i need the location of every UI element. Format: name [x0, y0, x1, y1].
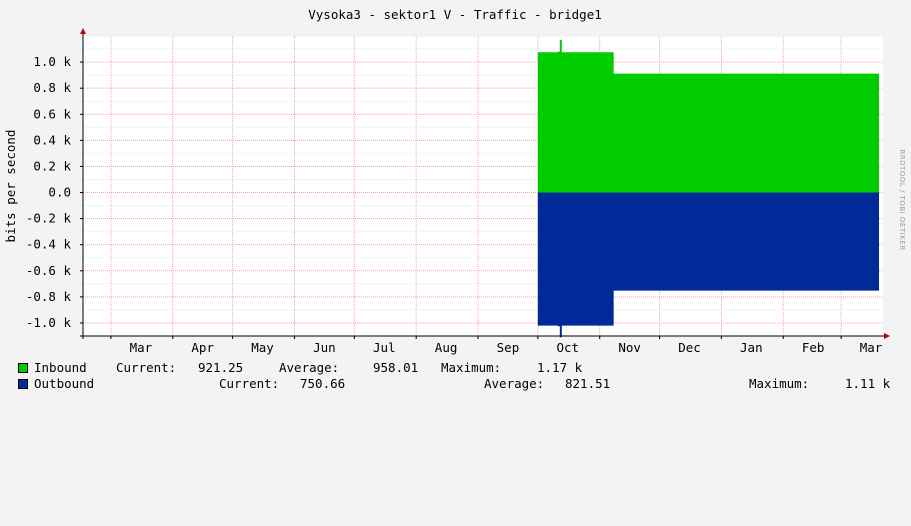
watermark: RRDTOOL / TOBI OETIKER: [898, 149, 906, 250]
y-tick-label: -0.4 k: [26, 237, 72, 252]
series-area-outbound: [537, 192, 880, 338]
y-tick-label: -1.0 k: [26, 315, 72, 330]
inbound-current-label: Current:: [116, 360, 177, 375]
y-tick-label: 0.4 k: [33, 132, 71, 147]
y-tick-label: 0.0: [48, 185, 71, 200]
inbound-swatch: [18, 363, 28, 373]
chart-title: Vysoka3 - sektor1 V - Traffic - bridge1: [308, 7, 602, 22]
outbound-swatch: [18, 379, 28, 389]
x-tick-label: Dec: [678, 340, 701, 355]
data-areas: [537, 39, 880, 338]
inbound-maximum-label: Maximum:: [441, 360, 502, 375]
x-tick-label: Aug: [435, 340, 458, 355]
outbound-average-label: Average:: [484, 376, 545, 391]
y-axis-label: bits per second: [3, 130, 18, 243]
y-tick-label: 1.0 k: [33, 54, 71, 69]
y-tick-label: 0.8 k: [33, 80, 71, 95]
inbound-label: Inbound: [34, 360, 87, 375]
x-tick-label: Feb: [802, 340, 825, 355]
outbound-current-label: Current:: [219, 376, 280, 391]
outbound-maximum-label: Maximum:: [749, 376, 810, 391]
axes: [80, 28, 890, 339]
y-tick-label: 0.2 k: [33, 158, 71, 173]
x-tick-label: Jan: [740, 340, 763, 355]
x-tick-label: Jun: [313, 340, 336, 355]
legend: Inbound Current: 921.25 Average: 958.01 …: [18, 360, 908, 392]
outbound-label: Outbound: [34, 376, 95, 391]
inbound-maximum-value: 1.17 k: [537, 360, 583, 375]
legend-row-outbound: Outbound Current: 750.66 Average: 821.51…: [18, 376, 908, 392]
x-tick-label: Apr: [191, 340, 214, 355]
outbound-average-value: 821.51: [565, 376, 611, 391]
x-tick-label: Oct: [556, 340, 579, 355]
y-tick-label: -0.8 k: [26, 289, 72, 304]
x-tick-labels: Mar Apr May Jun Jul Aug Sep Oct Nov Dec Jan Feb Mar: [130, 340, 883, 355]
x-axis-arrow: [884, 333, 890, 339]
traffic-chart: -1.0 k -0.8 k -0.6 k -0.4 k -0.2 k 0.0 0.2 k 0.…: [3, 7, 906, 355]
outbound-current-value: 750.66: [300, 376, 346, 391]
inbound-average-label: Average:: [279, 360, 340, 375]
legend-row-inbound: Inbound Current: 921.25 Average: 958.01 …: [18, 360, 908, 376]
y-tick-label: -0.6 k: [26, 263, 72, 278]
y-tick-label: -0.2 k: [26, 211, 72, 226]
outbound-maximum-value: 1.11 k: [845, 376, 891, 391]
series-area-inbound: [537, 39, 880, 193]
x-tick-label: Mar: [860, 340, 883, 355]
y-tick-label: 0.6 k: [33, 106, 71, 121]
x-tick-label: Nov: [618, 340, 641, 355]
inbound-average-value: 958.01: [373, 360, 419, 375]
inbound-current-value: 921.25: [198, 360, 244, 375]
x-tick-label: Mar: [130, 340, 153, 355]
y-axis-arrow: [80, 28, 86, 34]
x-tick-label: May: [251, 340, 274, 355]
x-tick-label: Jul: [373, 340, 396, 355]
x-tick-label: Sep: [497, 340, 520, 355]
y-tick-labels: -1.0 k -0.8 k -0.6 k -0.4 k -0.2 k 0.0 0.2 k 0.…: [26, 54, 72, 330]
